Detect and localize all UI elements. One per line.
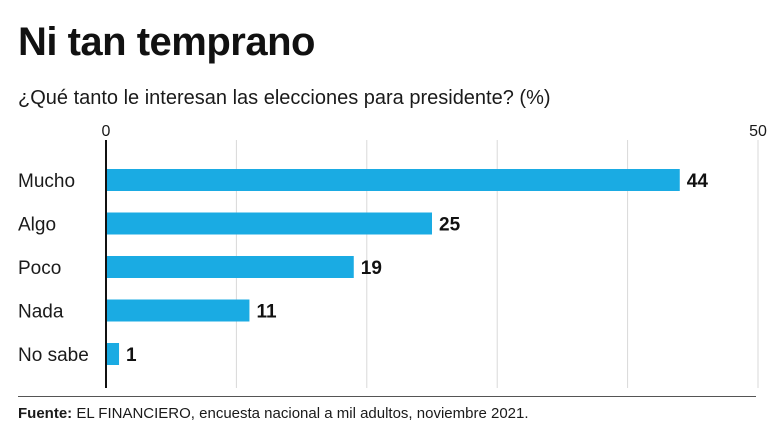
source-note: Fuente: EL FINANCIERO, encuesta nacional… bbox=[18, 405, 529, 423]
bar-poco bbox=[106, 256, 354, 278]
category-label: Poco bbox=[18, 258, 61, 279]
chart-subtitle: ¿Qué tanto le interesan las elecciones p… bbox=[18, 87, 551, 109]
bar-no-sabe bbox=[106, 343, 120, 365]
source-text: EL FINANCIERO, encuesta nacional a mil a… bbox=[72, 405, 529, 422]
x-tick-label: 0 bbox=[102, 123, 111, 140]
x-tick-label: 50 bbox=[749, 123, 767, 140]
footer-divider bbox=[18, 396, 756, 397]
bar-chart: 0 50 Mucho 44 Algo 25 Poco 19 Nada 11 No sabe 1 bbox=[18, 123, 767, 388]
source-label: Fuente: bbox=[18, 405, 73, 422]
value-label: 11 bbox=[256, 302, 277, 323]
value-label: 1 bbox=[126, 345, 137, 366]
chart-title: Ni tan temprano bbox=[18, 20, 315, 64]
value-label: 25 bbox=[439, 215, 461, 236]
bar-mucho bbox=[106, 169, 680, 191]
category-label: Mucho bbox=[18, 171, 75, 192]
category-label: Nada bbox=[18, 302, 64, 323]
category-label: Algo bbox=[18, 215, 56, 236]
value-label: 44 bbox=[687, 171, 709, 192]
category-label: No sabe bbox=[18, 345, 89, 366]
value-label: 19 bbox=[361, 258, 382, 279]
bar-algo bbox=[106, 212, 432, 235]
bar-nada bbox=[106, 299, 250, 322]
